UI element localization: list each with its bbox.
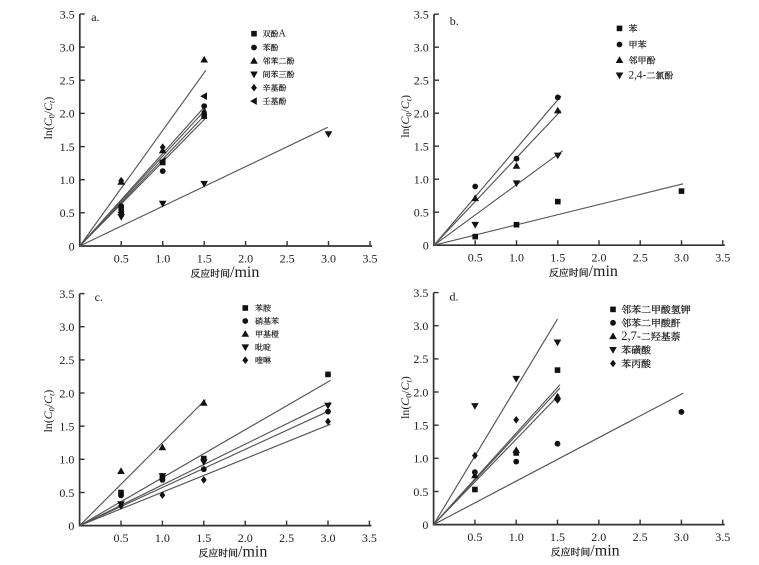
svg-text:2.5: 2.5: [633, 251, 648, 265]
svg-text:2.5: 2.5: [59, 353, 74, 367]
svg-text:1.0: 1.0: [414, 173, 429, 187]
svg-text:3.0: 3.0: [59, 320, 74, 334]
svg-text:a.: a.: [91, 10, 99, 24]
svg-text:3.5: 3.5: [60, 7, 75, 21]
svg-text:ln(C0/Ct): ln(C0/Ct): [398, 95, 414, 138]
svg-text:3.0: 3.0: [674, 530, 689, 544]
svg-text:b.: b.: [450, 14, 459, 28]
svg-text:/min: /min: [589, 263, 618, 280]
svg-text:1.5: 1.5: [60, 140, 75, 154]
svg-text:2.0: 2.0: [60, 107, 75, 121]
svg-text:3.5: 3.5: [413, 286, 428, 300]
svg-text:2.0: 2.0: [591, 530, 606, 544]
svg-text:0: 0: [423, 239, 429, 253]
svg-text:ln(C0/Ct): ln(C0/Ct): [41, 97, 57, 140]
svg-text:0: 0: [68, 519, 74, 533]
svg-text:0.5: 0.5: [467, 530, 482, 544]
svg-text:3.5: 3.5: [715, 251, 730, 265]
svg-text:2.0: 2.0: [414, 107, 429, 121]
svg-text:3.5: 3.5: [715, 530, 730, 544]
svg-text:3.5: 3.5: [414, 8, 429, 22]
svg-text:c.: c.: [95, 290, 103, 304]
svg-text:/min: /min: [230, 264, 259, 281]
svg-text:2.0: 2.0: [238, 531, 253, 545]
svg-text:2.0: 2.0: [59, 386, 74, 400]
svg-text:ln(C0/Ct): ln(C0/Ct): [398, 376, 414, 419]
svg-text:2.5: 2.5: [413, 352, 428, 366]
svg-text:1.0: 1.0: [413, 452, 428, 466]
svg-text:0.5: 0.5: [114, 251, 129, 265]
svg-text:0: 0: [422, 518, 428, 532]
svg-text:1.5: 1.5: [414, 140, 429, 154]
svg-text:/min: /min: [590, 543, 619, 560]
svg-text:0.5: 0.5: [468, 251, 483, 265]
svg-text:1.5: 1.5: [550, 251, 565, 265]
svg-text:3.5: 3.5: [59, 287, 74, 301]
svg-text:2,7-: 2,7-: [621, 329, 641, 343]
svg-text:3.5: 3.5: [363, 251, 378, 265]
svg-text:0.5: 0.5: [413, 485, 428, 499]
svg-text:0: 0: [69, 239, 75, 253]
svg-text:1.0: 1.0: [155, 251, 170, 265]
svg-text:2,4-: 2,4-: [629, 70, 647, 82]
svg-text:1.5: 1.5: [197, 251, 212, 265]
svg-text:1.0: 1.0: [60, 173, 75, 187]
svg-text:2.5: 2.5: [414, 74, 429, 88]
svg-text:1.0: 1.0: [59, 453, 74, 467]
svg-text:1.5: 1.5: [550, 530, 565, 544]
svg-text:0.5: 0.5: [59, 486, 74, 500]
svg-text:0.5: 0.5: [414, 206, 429, 220]
svg-text:2.0: 2.0: [238, 251, 253, 265]
svg-text:1.0: 1.0: [509, 251, 524, 265]
svg-text:2.5: 2.5: [279, 531, 294, 545]
svg-text:1.5: 1.5: [196, 531, 211, 545]
svg-text:2.0: 2.0: [413, 385, 428, 399]
svg-text:A: A: [279, 29, 287, 40]
svg-text:2.5: 2.5: [60, 74, 75, 88]
svg-text:1.0: 1.0: [509, 530, 524, 544]
svg-text:1.5: 1.5: [413, 419, 428, 433]
svg-text:0.5: 0.5: [114, 531, 129, 545]
svg-text:0.5: 0.5: [60, 206, 75, 220]
svg-text:3.0: 3.0: [414, 41, 429, 55]
svg-text:d.: d.: [450, 290, 459, 304]
svg-text:3.0: 3.0: [60, 40, 75, 54]
svg-text:2.5: 2.5: [280, 251, 295, 265]
svg-text:2.0: 2.0: [592, 251, 607, 265]
svg-text:3.0: 3.0: [413, 319, 428, 333]
svg-text:3.0: 3.0: [674, 251, 689, 265]
svg-text:3.0: 3.0: [321, 251, 336, 265]
svg-text:3.0: 3.0: [321, 531, 336, 545]
svg-text:/min: /min: [238, 544, 267, 561]
svg-text:1.5: 1.5: [59, 420, 74, 434]
svg-text:2.5: 2.5: [633, 530, 648, 544]
svg-text:1.0: 1.0: [155, 531, 170, 545]
svg-text:ln(C0/Ct): ln(C0/Ct): [41, 390, 57, 433]
svg-text:3.5: 3.5: [362, 531, 377, 545]
